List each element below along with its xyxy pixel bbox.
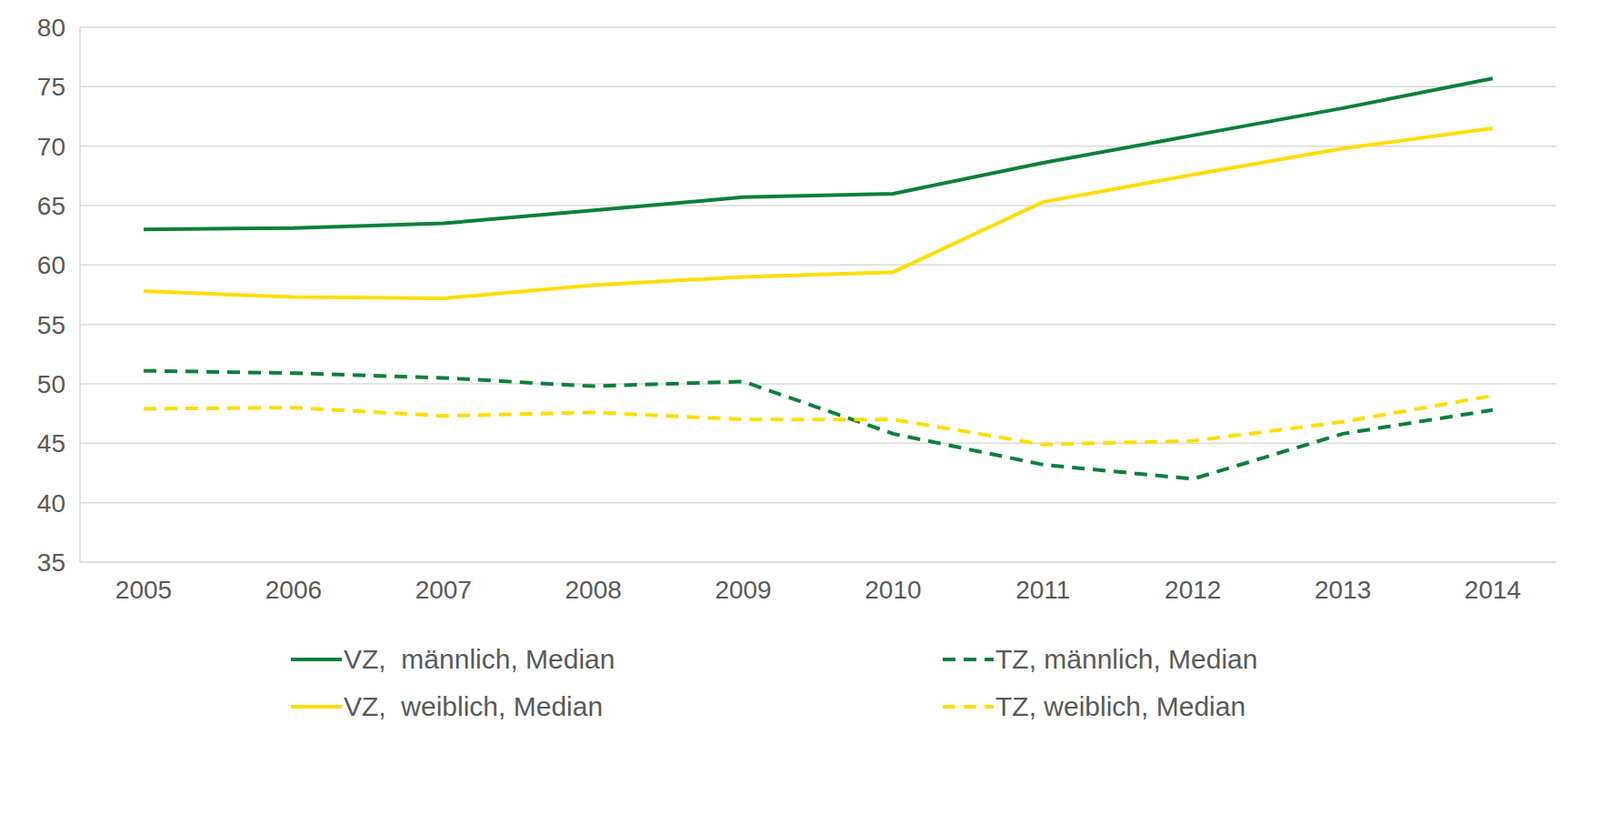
svg-text:2007: 2007 <box>415 575 472 604</box>
html-text:TZ, weiblich, Median: TZ, weiblich, Median <box>995 690 1246 721</box>
svg-text:80: 80 <box>37 13 66 42</box>
svg-text:2011: 2011 <box>1015 575 1070 604</box>
svg-text:2014: 2014 <box>1464 575 1521 604</box>
svg-text:55: 55 <box>37 310 66 340</box>
svg-text:2005: 2005 <box>115 575 172 604</box>
svg-text:40: 40 <box>37 489 66 518</box>
svg-text:2012: 2012 <box>1164 575 1221 604</box>
svg-text:45: 45 <box>37 429 66 458</box>
svg-text:65: 65 <box>37 191 66 220</box>
svg-text:2006: 2006 <box>265 575 322 604</box>
svg-text:2009: 2009 <box>714 575 771 604</box>
html-text:VZ, weiblich, Median: VZ, weiblich, Median <box>343 690 603 721</box>
svg-text:75: 75 <box>37 72 66 101</box>
svg-text:60: 60 <box>37 250 66 280</box>
html-text:TZ, männlich, Median: TZ, männlich, Median <box>995 643 1258 674</box>
svg-text:2010: 2010 <box>864 575 921 604</box>
html-text:VZ, männlich, Median: VZ, männlich, Median <box>343 643 615 674</box>
svg-text:35: 35 <box>37 548 66 577</box>
svg-text:70: 70 <box>37 132 66 161</box>
svg-text:2008: 2008 <box>565 575 622 604</box>
svg-text:50: 50 <box>37 370 66 399</box>
svg-text:2013: 2013 <box>1314 575 1371 604</box>
